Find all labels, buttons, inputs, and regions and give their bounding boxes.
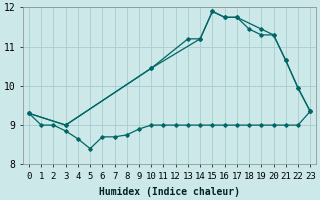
X-axis label: Humidex (Indice chaleur): Humidex (Indice chaleur) xyxy=(99,186,240,197)
